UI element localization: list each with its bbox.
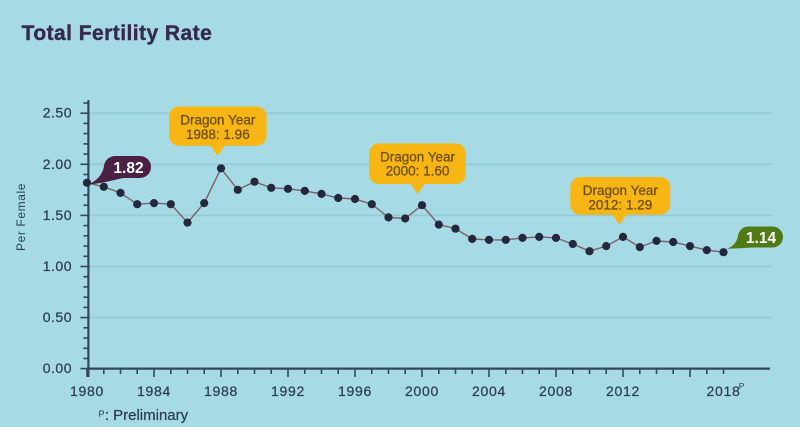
svg-text:2012: 2012 <box>606 383 640 399</box>
svg-text:1984: 1984 <box>137 383 171 399</box>
svg-text:0.00: 0.00 <box>43 360 72 376</box>
svg-text:P: P <box>739 381 745 391</box>
svg-text:2018: 2018 <box>707 383 741 399</box>
svg-text:P: P <box>99 409 105 419</box>
svg-text:1.00: 1.00 <box>43 258 72 274</box>
svg-text:2.00: 2.00 <box>43 156 72 172</box>
svg-text:Total Fertility Rate: Total Fertility Rate <box>22 22 213 45</box>
svg-text:2012: 1.29: 2012: 1.29 <box>588 197 652 212</box>
svg-text:1.14: 1.14 <box>746 230 777 247</box>
svg-text:2000: 2000 <box>405 383 439 399</box>
svg-text:1996: 1996 <box>338 383 372 399</box>
svg-text:1988: 1988 <box>204 383 238 399</box>
svg-text:2004: 2004 <box>472 383 506 399</box>
svg-text:Dragon Year: Dragon Year <box>180 113 256 128</box>
svg-text:1980: 1980 <box>70 383 104 399</box>
svg-text:1992: 1992 <box>271 383 305 399</box>
svg-text:: Preliminary: : Preliminary <box>105 407 189 424</box>
svg-text:2.50: 2.50 <box>43 105 72 121</box>
svg-text:2000: 1.60: 2000: 1.60 <box>386 164 450 179</box>
svg-text:0.50: 0.50 <box>43 309 72 325</box>
svg-text:Dragon Year: Dragon Year <box>583 183 659 198</box>
svg-text:1988: 1.96: 1988: 1.96 <box>186 127 250 142</box>
svg-text:1.50: 1.50 <box>43 207 72 223</box>
svg-text:2008: 2008 <box>539 383 573 399</box>
svg-text:1.82: 1.82 <box>113 160 143 177</box>
svg-text:Per Female: Per Female <box>14 183 28 251</box>
svg-text:Dragon Year: Dragon Year <box>380 149 456 164</box>
